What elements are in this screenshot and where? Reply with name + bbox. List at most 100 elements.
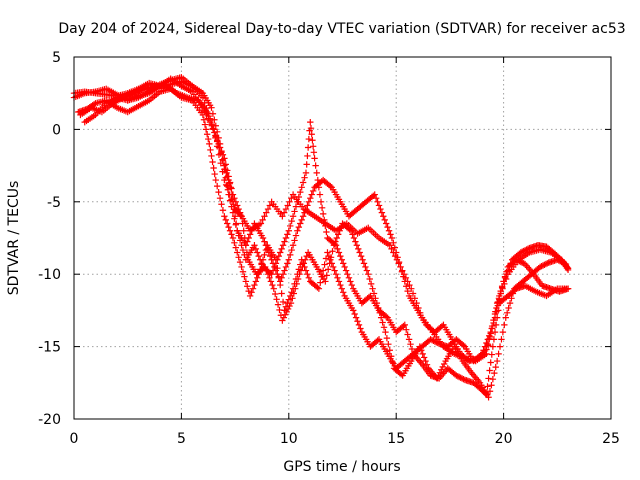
data-point <box>493 357 501 365</box>
data-point <box>309 187 317 195</box>
data-point <box>284 231 291 238</box>
data-point <box>224 220 231 227</box>
data-point <box>318 204 326 212</box>
data-point <box>267 278 275 285</box>
data-point <box>277 278 284 285</box>
data-point <box>322 278 329 285</box>
data-point <box>302 205 310 213</box>
data-point <box>519 259 526 266</box>
data-point <box>243 249 251 256</box>
data-point <box>564 285 572 292</box>
data-point <box>403 283 410 290</box>
data-point <box>225 173 232 180</box>
data-point <box>491 314 499 321</box>
data-point <box>298 184 305 191</box>
data-point <box>246 231 254 238</box>
data-point <box>561 260 568 267</box>
series-trace-2 <box>75 85 572 398</box>
data-point <box>357 252 365 260</box>
data-point <box>286 302 293 310</box>
data-point <box>205 112 212 120</box>
data-point <box>507 260 514 267</box>
data-point <box>330 242 338 249</box>
data-point <box>356 249 363 256</box>
data-point <box>235 205 242 213</box>
data-point <box>506 299 514 307</box>
data-point <box>319 267 327 274</box>
data-point <box>346 226 353 233</box>
data-point <box>385 227 393 234</box>
series-trace-5 <box>77 82 570 401</box>
data-point <box>282 234 290 242</box>
data-point <box>377 205 384 213</box>
data-point <box>224 182 231 190</box>
data-point <box>238 213 245 220</box>
data-point <box>212 176 219 184</box>
data-point <box>308 191 315 198</box>
y-axis-label: SDTVAR / TECUs <box>6 181 22 296</box>
data-point <box>239 220 246 227</box>
data-point <box>485 375 492 382</box>
data-point <box>342 267 350 274</box>
data-point <box>509 290 517 297</box>
data-point <box>423 361 431 368</box>
data-point <box>249 223 257 231</box>
data-point <box>323 272 330 279</box>
data-point <box>355 245 362 253</box>
data-point <box>303 252 310 260</box>
data-point <box>401 321 408 329</box>
data-point <box>292 232 300 239</box>
data-point <box>456 373 463 381</box>
data-point <box>295 193 303 201</box>
data-point <box>503 309 511 317</box>
series-trace-1 <box>70 78 572 365</box>
data-point <box>259 216 266 224</box>
data-point <box>344 271 351 278</box>
data-point <box>363 267 371 274</box>
data-point <box>374 198 381 205</box>
data-point <box>335 231 342 238</box>
data-point <box>334 274 341 282</box>
data-point <box>488 325 496 332</box>
data-point <box>498 284 506 291</box>
data-point <box>454 373 461 380</box>
data-point <box>564 265 572 272</box>
data-point <box>277 249 284 256</box>
data-point <box>551 250 559 258</box>
data-point <box>302 256 309 263</box>
data-point <box>493 308 500 315</box>
data-point <box>232 198 240 205</box>
y-tick-label: -10 <box>38 267 61 283</box>
data-point <box>370 290 378 297</box>
data-point <box>388 234 396 242</box>
data-point <box>460 375 467 383</box>
data-point <box>205 135 212 143</box>
data-point <box>504 267 512 274</box>
data-point <box>502 314 509 321</box>
data-point <box>294 198 301 205</box>
data-point <box>487 330 494 337</box>
data-point <box>261 238 268 245</box>
data-point <box>235 254 242 261</box>
data-point <box>268 256 275 263</box>
data-point <box>485 394 492 401</box>
data-point <box>226 179 234 186</box>
data-point <box>474 354 482 362</box>
data-point <box>266 252 274 260</box>
data-point <box>236 209 244 216</box>
data-point <box>200 116 208 123</box>
data-point <box>338 256 345 263</box>
data-point <box>288 194 295 202</box>
data-point <box>541 261 548 268</box>
data-point <box>362 263 369 271</box>
data-point <box>440 360 448 368</box>
data-point <box>297 188 304 196</box>
data-point <box>269 260 277 267</box>
data-point <box>305 274 313 282</box>
data-point <box>347 278 354 285</box>
data-point <box>304 202 311 209</box>
data-point <box>248 227 255 234</box>
data-point <box>335 249 343 256</box>
data-point <box>365 271 372 278</box>
x-axis-label: GPS time / hours <box>283 459 400 475</box>
